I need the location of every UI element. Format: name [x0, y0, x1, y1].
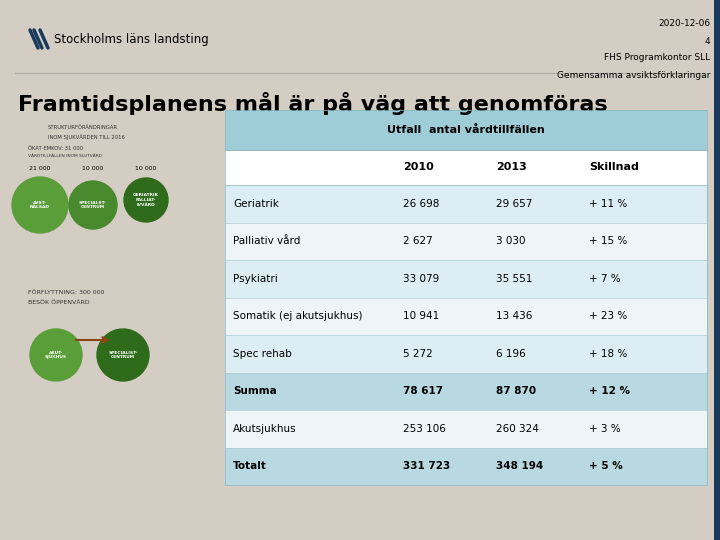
- Text: 10 000: 10 000: [135, 166, 157, 171]
- FancyBboxPatch shape: [225, 260, 707, 298]
- Text: Spec rehab: Spec rehab: [233, 349, 292, 359]
- Text: + 3 %: + 3 %: [589, 424, 621, 434]
- Text: 5 272: 5 272: [403, 349, 433, 359]
- Text: 87 870: 87 870: [496, 386, 536, 396]
- Text: ÖKAT EMKOV: 31 000: ÖKAT EMKOV: 31 000: [28, 146, 83, 151]
- Text: + 7 %: + 7 %: [589, 274, 621, 284]
- FancyBboxPatch shape: [225, 335, 707, 373]
- FancyBboxPatch shape: [225, 448, 707, 485]
- Text: + 23 %: + 23 %: [589, 311, 627, 321]
- FancyBboxPatch shape: [714, 50, 720, 66]
- Text: 2013: 2013: [496, 163, 527, 172]
- FancyBboxPatch shape: [714, 33, 720, 49]
- Text: BESÖK ÖPPENVÅRD: BESÖK ÖPPENVÅRD: [28, 300, 89, 305]
- FancyBboxPatch shape: [225, 110, 707, 150]
- Text: 348 194: 348 194: [496, 461, 544, 471]
- Text: 35 551: 35 551: [496, 274, 532, 284]
- FancyBboxPatch shape: [225, 298, 707, 335]
- FancyBboxPatch shape: [225, 150, 707, 185]
- Text: 3 030: 3 030: [496, 237, 526, 246]
- Circle shape: [69, 181, 117, 229]
- Text: 2 627: 2 627: [403, 237, 433, 246]
- Text: + 5 %: + 5 %: [589, 461, 623, 471]
- FancyBboxPatch shape: [0, 0, 720, 72]
- Circle shape: [12, 177, 68, 233]
- Circle shape: [124, 178, 168, 222]
- Text: FÖRFLYTTNING: 300 000: FÖRFLYTTNING: 300 000: [28, 290, 104, 295]
- Text: 26 698: 26 698: [403, 199, 439, 209]
- FancyBboxPatch shape: [225, 373, 707, 410]
- Text: AKUT-
SJUKHUS: AKUT- SJUKHUS: [45, 350, 67, 359]
- Text: Utfall  antal vårdtillfällen: Utfall antal vårdtillfällen: [387, 125, 545, 135]
- Text: 2020-12-06: 2020-12-06: [658, 19, 710, 29]
- Text: AVST-
NÄLSAD: AVST- NÄLSAD: [30, 201, 50, 210]
- Text: INOM SJUKVÅRDEN TILL 2016: INOM SJUKVÅRDEN TILL 2016: [48, 134, 125, 140]
- Text: 4: 4: [704, 37, 710, 45]
- Text: 21 000: 21 000: [30, 166, 50, 171]
- Text: + 18 %: + 18 %: [589, 349, 627, 359]
- Text: Somatik (ej akutsjukhus): Somatik (ej akutsjukhus): [233, 311, 362, 321]
- Text: 331 723: 331 723: [403, 461, 450, 471]
- FancyBboxPatch shape: [225, 110, 707, 485]
- Text: VÅRDTILLFÄLLEN INOM SLUTVÅRD: VÅRDTILLFÄLLEN INOM SLUTVÅRD: [28, 154, 102, 158]
- Text: 253 106: 253 106: [403, 424, 446, 434]
- Text: 6 196: 6 196: [496, 349, 526, 359]
- Text: 10 000: 10 000: [82, 166, 104, 171]
- Text: Skillnad: Skillnad: [589, 163, 639, 172]
- Text: Summa: Summa: [233, 386, 276, 396]
- Text: 33 079: 33 079: [403, 274, 439, 284]
- FancyBboxPatch shape: [714, 0, 720, 540]
- Text: Palliativ vård: Palliativ vård: [233, 237, 300, 246]
- Text: Stockholms läns landsting: Stockholms läns landsting: [54, 32, 209, 45]
- Text: Totalt: Totalt: [233, 461, 267, 471]
- FancyBboxPatch shape: [714, 16, 720, 32]
- Text: 78 617: 78 617: [403, 386, 443, 396]
- Text: 13 436: 13 436: [496, 311, 532, 321]
- Text: Gemensamma avsiktsförklaringar: Gemensamma avsiktsförklaringar: [557, 71, 710, 79]
- Circle shape: [30, 329, 82, 381]
- Text: + 15 %: + 15 %: [589, 237, 627, 246]
- Text: GERIATRIK
PALLIAT-
IVVÅRD: GERIATRIK PALLIAT- IVVÅRD: [133, 193, 159, 207]
- Text: 10 941: 10 941: [403, 311, 439, 321]
- Text: + 12 %: + 12 %: [589, 386, 630, 396]
- Text: + 11 %: + 11 %: [589, 199, 627, 209]
- Text: 2010: 2010: [403, 163, 433, 172]
- FancyBboxPatch shape: [225, 410, 707, 448]
- Text: Akutsjukhus: Akutsjukhus: [233, 424, 297, 434]
- FancyBboxPatch shape: [714, 67, 720, 83]
- Text: Geriatrik: Geriatrik: [233, 199, 279, 209]
- Text: SPECIALST-
CENTRUM: SPECIALST- CENTRUM: [79, 201, 107, 210]
- Text: SPECIALIST-
CENTRUM: SPECIALIST- CENTRUM: [108, 350, 138, 359]
- Text: 260 324: 260 324: [496, 424, 539, 434]
- Text: Framtidsplanens mål är på väg att genomföras: Framtidsplanens mål är på väg att genomf…: [18, 92, 608, 115]
- FancyBboxPatch shape: [225, 185, 707, 222]
- Text: Psykiatri: Psykiatri: [233, 274, 278, 284]
- Text: 29 657: 29 657: [496, 199, 532, 209]
- Text: FHS Programkontor SLL: FHS Programkontor SLL: [604, 53, 710, 63]
- FancyBboxPatch shape: [225, 222, 707, 260]
- Circle shape: [97, 329, 149, 381]
- Text: STRUKTURFÖRÄNDRINGAR: STRUKTURFÖRÄNDRINGAR: [48, 125, 118, 130]
